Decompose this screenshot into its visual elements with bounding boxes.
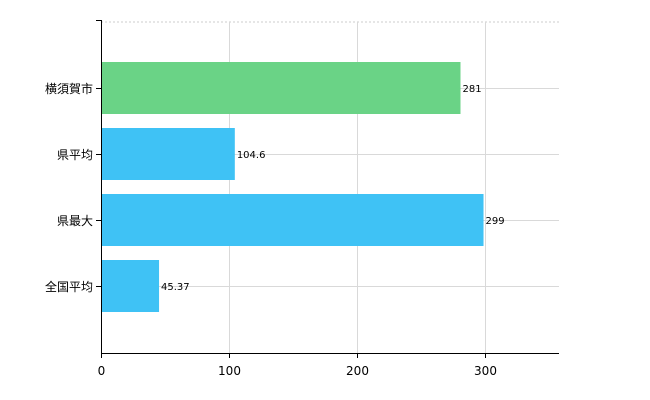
labels: 281 横須賀市 104.6 県平均 299 県最大 45.37 全国平均 0 100 200 300 xyxy=(45,81,505,378)
bar-0 xyxy=(101,62,461,114)
category-label-3: 全国平均 xyxy=(45,279,93,294)
data-label-0: 281 xyxy=(462,84,481,95)
axes xyxy=(96,20,559,358)
category-label-1: 県平均 xyxy=(57,148,93,162)
bar-3 xyxy=(101,260,160,312)
bar-2 xyxy=(101,194,484,246)
x-tick-label-0: 0 xyxy=(98,364,106,378)
x-tick-label-100: 100 xyxy=(218,364,241,378)
category-label-2: 県最大 xyxy=(57,214,93,228)
data-label-3: 45.37 xyxy=(161,282,190,293)
category-label-0: 横須賀市 xyxy=(45,81,93,96)
x-tick-label-300: 300 xyxy=(474,364,497,378)
data-label-2: 299 xyxy=(486,216,505,227)
data-label-1: 104.6 xyxy=(237,150,266,161)
bars xyxy=(101,62,484,312)
x-tick-label-200: 200 xyxy=(346,364,369,378)
bar-1 xyxy=(101,128,235,180)
